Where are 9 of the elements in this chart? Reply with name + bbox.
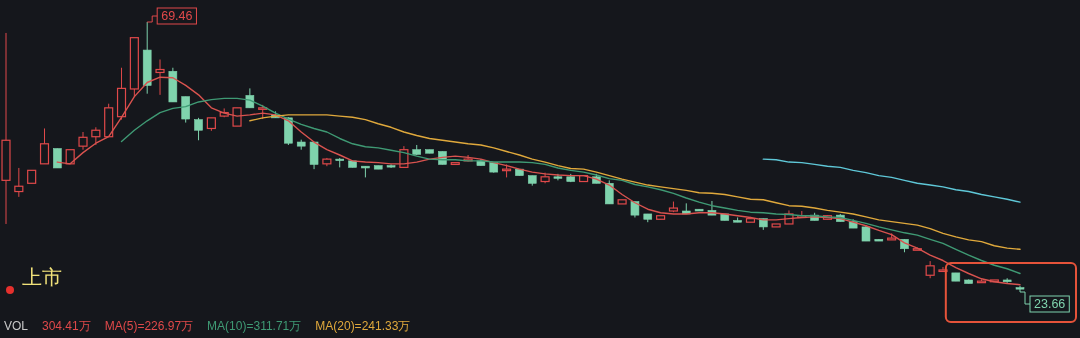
price-label-low: 23.66 [1019, 291, 1070, 313]
annotation: 69.46 [161, 9, 193, 23]
text: 304.41万 [42, 319, 91, 333]
price-label-high: 69.46 [146, 7, 197, 25]
text: MA(5)=226.97万 [104, 319, 194, 333]
text: VOL [4, 319, 29, 333]
text: MA(10)=311.71万 [207, 319, 302, 333]
text: MA(20)=241.33万 [315, 319, 411, 333]
annotation: 上市 [22, 266, 62, 288]
